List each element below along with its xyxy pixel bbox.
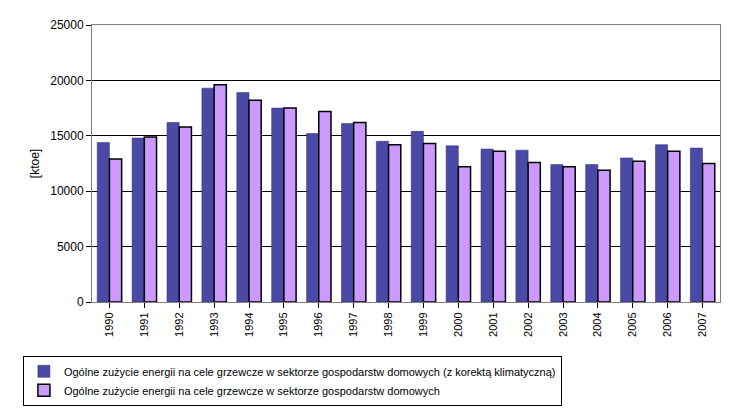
svg-text:1992: 1992 [173,312,185,336]
svg-text:1995: 1995 [277,312,289,336]
svg-text:Ogólne zużycie energii na cele: Ogólne zużycie energii na cele grzewcze … [64,366,556,378]
svg-text:1990: 1990 [103,312,115,336]
svg-text:1999: 1999 [417,312,429,336]
svg-text:25000: 25000 [50,18,84,32]
svg-text:2006: 2006 [661,312,673,336]
svg-text:1993: 1993 [208,312,220,336]
svg-text:1997: 1997 [347,312,359,336]
svg-text:5000: 5000 [57,240,84,254]
svg-text:2001: 2001 [487,312,499,336]
svg-text:1998: 1998 [382,312,394,336]
svg-text:2002: 2002 [522,312,534,336]
svg-text:20000: 20000 [50,74,84,88]
svg-text:Ogólne zużycie energii na cele: Ogólne zużycie energii na cele grzewcze … [64,385,440,397]
svg-text:2007: 2007 [696,312,708,336]
svg-text:1994: 1994 [243,312,255,336]
svg-text:2000: 2000 [452,312,464,336]
svg-text:0: 0 [77,295,84,309]
svg-text:[ktoe]: [ktoe] [28,149,42,178]
svg-text:2003: 2003 [557,312,569,336]
svg-text:1996: 1996 [312,312,324,336]
svg-text:2005: 2005 [626,312,638,336]
svg-text:2004: 2004 [591,312,603,336]
svg-text:10000: 10000 [50,184,84,198]
svg-text:1991: 1991 [138,312,150,336]
svg-text:15000: 15000 [50,129,84,143]
